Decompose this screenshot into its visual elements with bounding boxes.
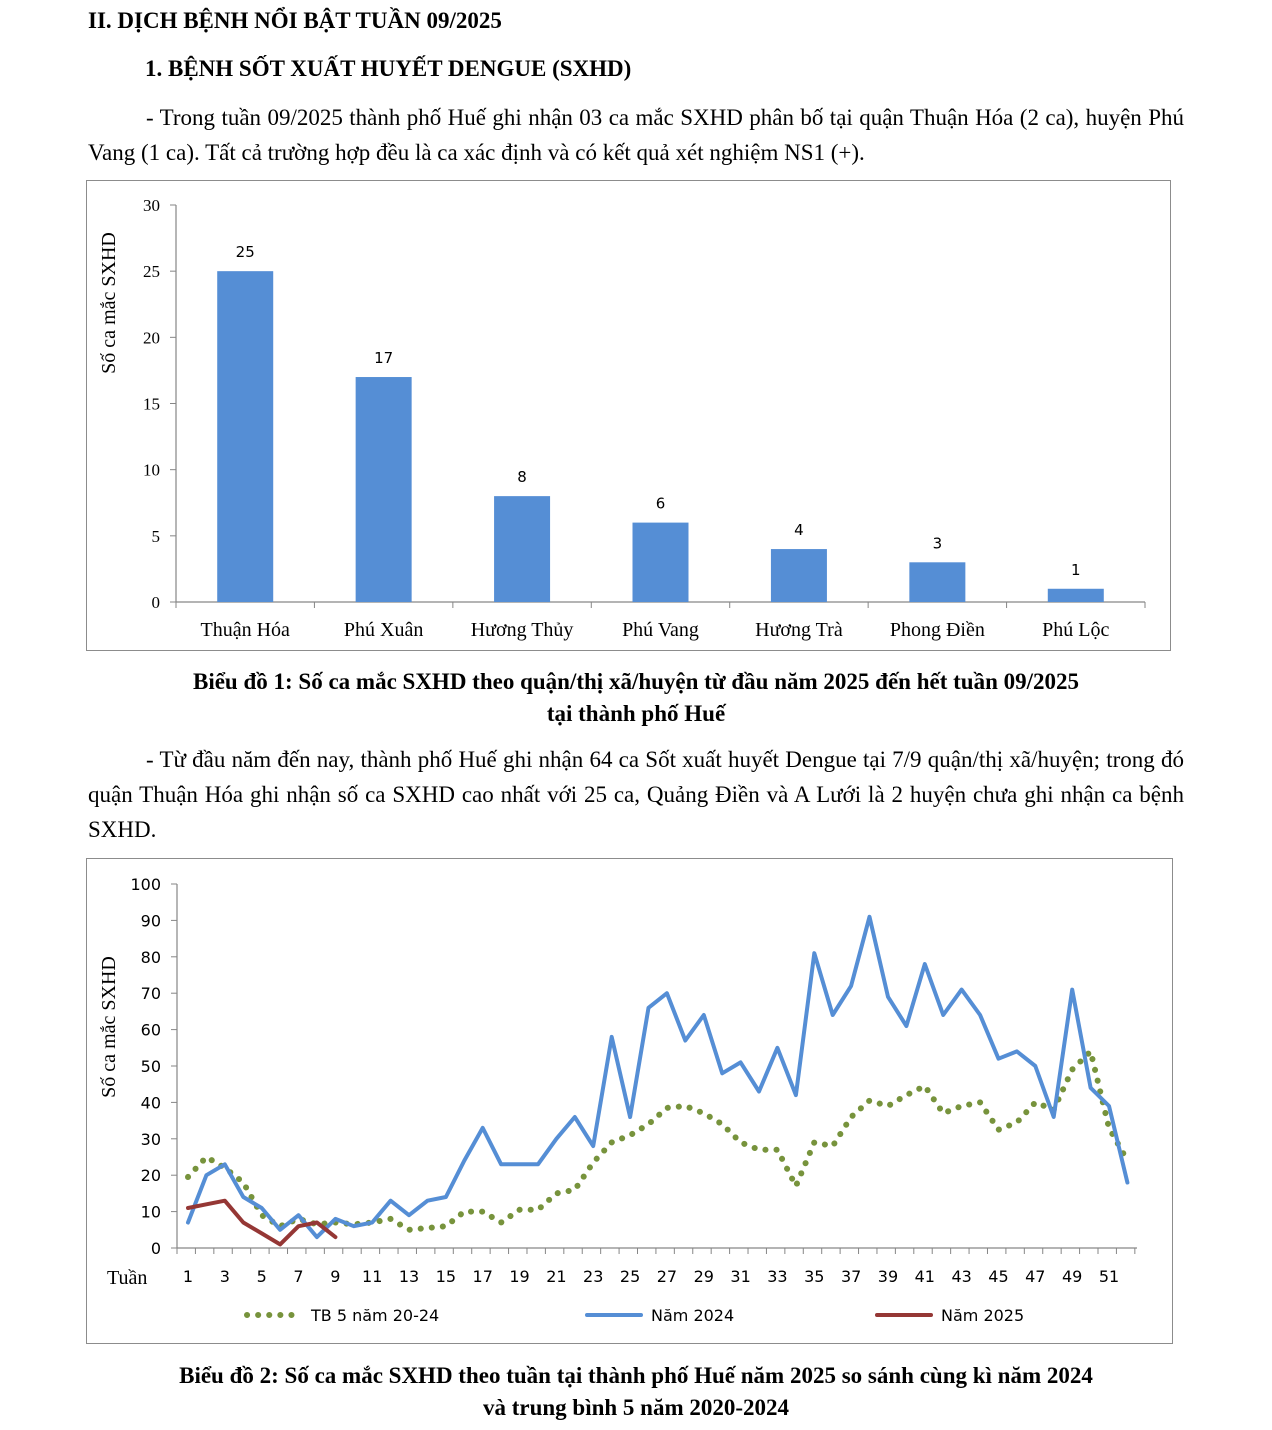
bar	[217, 271, 274, 602]
x-tick-label: 25	[620, 1267, 640, 1286]
category-label: Phú Vang	[622, 619, 699, 641]
caption-2-line-1: Biểu đồ 2: Số ca mắc SXHD theo tuần tại …	[179, 1363, 1093, 1388]
caption-1-line-2: tại thành phố Huế	[546, 701, 726, 726]
y-tick-label: 10	[143, 461, 160, 480]
category-label: Hương Trà	[755, 619, 843, 641]
x-tick-label: 29	[694, 1267, 714, 1286]
x-tick-label: 31	[730, 1267, 750, 1286]
bar-chart-svg: 0 5 10 15 20 25 30 25 Thuận Hóa 17 Phú Xuân 8 Hương …	[98, 196, 1146, 641]
x-tick-label: 35	[804, 1267, 824, 1286]
y-tick-label: 80	[141, 948, 161, 967]
y-tick-label: 90	[141, 911, 161, 930]
x-tick-label: 23	[583, 1267, 603, 1286]
category-label: Thuận Hóa	[201, 619, 291, 641]
x-axis-title: Tuần	[107, 1267, 147, 1289]
bar	[770, 549, 827, 602]
x-tick-label: 27	[657, 1267, 677, 1286]
y-tick-label: 60	[141, 1021, 161, 1040]
y-tick-label: 0	[151, 1239, 161, 1258]
bar-value-label: 17	[374, 349, 393, 367]
x-tick-label: 17	[473, 1267, 493, 1286]
x-tick-label: 51	[1099, 1267, 1119, 1286]
category-label: Phú Xuân	[344, 619, 423, 641]
legend-label: Năm 2025	[941, 1306, 1024, 1325]
x-tick-label: 39	[878, 1267, 898, 1286]
y-tick-label: 10	[141, 1203, 161, 1222]
x-tick-label: 41	[915, 1267, 935, 1286]
y-tick-label: 25	[143, 262, 160, 281]
x-tick-label: 15	[436, 1267, 456, 1286]
category-label: Hương Thủy	[471, 619, 574, 641]
x-tick-label: 21	[546, 1267, 566, 1286]
bar-value-label: 4	[794, 521, 804, 539]
section-heading: II. DỊCH BỆNH NỔI BẬT TUẦN 09/2025	[88, 8, 502, 33]
bar-chart: 0 5 10 15 20 25 30 25 Thuận Hóa 17 Phú Xuân 8 Hương …	[86, 180, 1171, 651]
x-tick-label: 11	[362, 1267, 382, 1286]
subsection-heading: 1. BỆNH SỐT XUẤT HUYẾT DENGUE (SXHD)	[145, 56, 632, 81]
y-tick-label: 30	[143, 196, 160, 215]
bar-value-label: 3	[933, 534, 943, 552]
series-line-0	[185, 1048, 1131, 1233]
x-tick-label: 5	[257, 1267, 267, 1286]
x-tick-label: 45	[988, 1267, 1008, 1286]
paragraph-1: - Trong tuần 09/2025 thành phố Huế ghi n…	[88, 105, 1184, 165]
y-tick-label: 0	[152, 593, 161, 612]
legend-label: TB 5 năm 20-24	[310, 1306, 439, 1325]
x-tick-label: 13	[399, 1267, 419, 1286]
bar-value-label: 6	[656, 495, 666, 513]
x-tick-label: 43	[951, 1267, 971, 1286]
line-chart: 0 10 20 30 40 50 60 70 80 90 100 1 3 5 7 9 11 13 15 17 19 21 2…	[86, 858, 1173, 1344]
chart-1-caption: Biểu đồ 1: Số ca mắc SXHD theo quận/thị …	[88, 666, 1184, 730]
y-axis-title: Số ca mắc SXHD	[98, 956, 120, 1098]
x-tick-label: 47	[1025, 1267, 1045, 1286]
y-tick-label: 20	[143, 328, 160, 347]
y-axis-title: Số ca mắc SXHD	[98, 232, 120, 374]
paragraph-2: - Từ đầu năm đến nay, thành phố Huế ghi …	[88, 747, 1184, 842]
x-tick-label: 37	[841, 1267, 861, 1286]
category-label: Phong Điền	[890, 619, 985, 641]
y-tick-label: 40	[141, 1093, 161, 1112]
y-tick-label: 5	[152, 527, 161, 546]
bar	[355, 377, 412, 602]
x-tick-label: 9	[330, 1267, 340, 1286]
bar	[909, 562, 966, 602]
x-tick-label: 7	[293, 1267, 303, 1286]
bar	[632, 522, 689, 602]
y-tick-label: 100	[130, 875, 161, 894]
caption-2-line-2: và trung bình 5 năm 2020-2024	[482, 1395, 790, 1420]
series-line-1	[186, 914, 1130, 1240]
chart-2-caption: Biểu đồ 2: Số ca mắc SXHD theo tuần tại …	[88, 1360, 1184, 1424]
x-tick-label: 3	[220, 1267, 230, 1286]
legend-label: Năm 2024	[651, 1306, 734, 1325]
bar-value-label: 8	[517, 468, 527, 486]
y-tick-label: 50	[141, 1057, 161, 1076]
caption-1-line-1: Biểu đồ 1: Số ca mắc SXHD theo quận/thị …	[192, 669, 1080, 694]
x-tick-label: 1	[183, 1267, 193, 1286]
bar-value-label: 1	[1071, 561, 1081, 579]
x-tick-label: 49	[1062, 1267, 1082, 1286]
bar	[494, 496, 551, 602]
x-tick-label: 33	[767, 1267, 787, 1286]
category-label: Phú Lộc	[1042, 619, 1109, 641]
bar	[1047, 588, 1104, 602]
y-tick-label: 20	[141, 1166, 161, 1185]
bar-value-label: 25	[236, 243, 255, 261]
x-tick-label: 19	[509, 1267, 529, 1286]
y-tick-label: 70	[141, 984, 161, 1003]
y-tick-label: 15	[143, 395, 160, 414]
y-tick-label: 30	[141, 1130, 161, 1149]
